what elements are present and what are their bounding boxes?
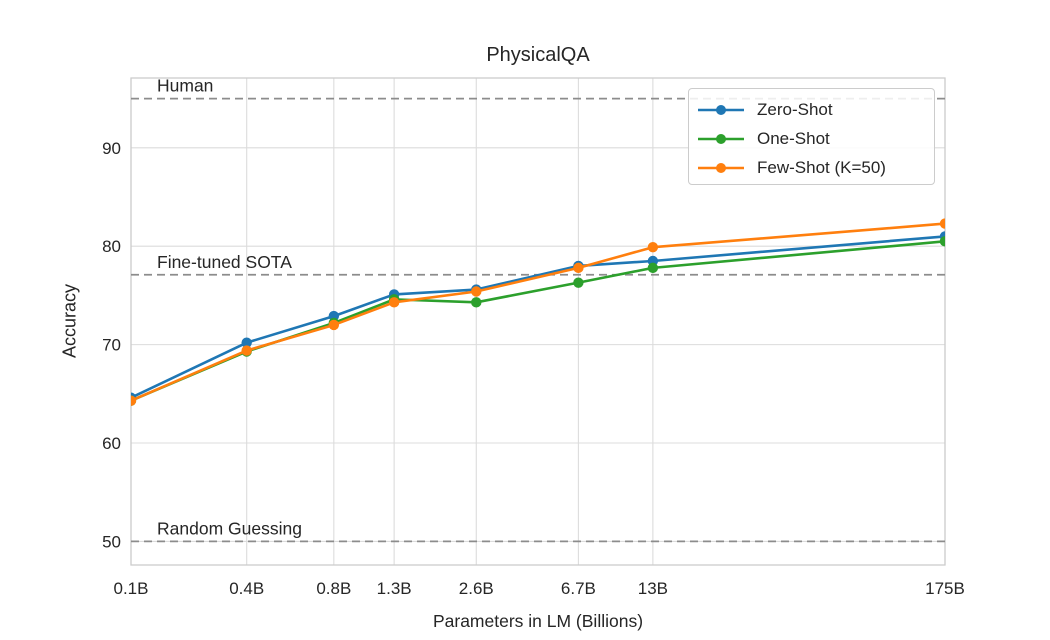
reference-label-random-guessing: Random Guessing [157,518,302,538]
x-tick-label: 0.1B [114,579,149,598]
data-point-one-shot [471,297,482,308]
data-point-few-shot-k-50 [939,218,945,229]
tick-labels: 0.1B 0.4B 0.8B 1.3B 2.6B 6.7B 13B 175B 50 60 70 80 9… [102,139,965,598]
legend-label-zero-shot: Zero-Shot [757,99,833,119]
data-point-one-shot [939,236,945,247]
y-tick-label: 70 [102,336,121,355]
plot-border [130,77,946,566]
legend: Zero-Shot One-Shot Few-Shot (K=50) [688,88,935,185]
x-tick-label: 175B [925,579,965,598]
legend-entry-one-shot: One-Shot [697,124,934,153]
data-point-few-shot-k-50 [573,262,584,274]
x-tick-label: 6.7B [561,579,596,598]
legend-entry-few-shot-k-50: Few-Shot (K=50) [697,153,934,182]
data-point-few-shot-k-50 [328,319,340,331]
x-tick-label: 13B [638,579,668,598]
x-tick-label: 1.3B [377,579,412,598]
x-tick-label: 0.4B [229,579,264,598]
series-line-zero-shot [131,235,945,400]
y-tick-label: 90 [102,139,121,158]
y-tick-label: 60 [102,434,121,453]
series-line-few-shot-k-50 [131,222,945,402]
data-point-few-shot-k-50 [388,297,400,308]
x-tick-label: 2.6B [459,579,494,598]
series-few-shot-k-50 [131,218,945,406]
y-tick-label: 80 [102,237,121,256]
x-tick-label: 0.8B [316,579,351,598]
legend-label-one-shot: One-Shot [757,128,830,148]
data-point-few-shot-k-50 [471,286,482,297]
reference-label-human: Human [157,76,213,96]
legend-swatch-few-shot-k-50 [698,162,744,173]
reference-lines: Human Fine-tuned SOTA Random Guessing [131,76,945,543]
data-point-few-shot-k-50 [647,242,659,253]
y-tick-label: 50 [102,532,121,551]
data-point-one-shot [647,262,659,274]
legend-label-few-shot-k-50: Few-Shot (K=50) [757,157,886,177]
y-axis-label: Accuracy [59,283,80,359]
series-group [131,218,945,406]
reference-label-fine-tuned-sota: Fine-tuned SOTA [157,252,292,272]
data-point-few-shot-k-50 [131,395,137,406]
chart-title: PhysicalQA [486,44,590,66]
data-point-few-shot-k-50 [241,345,252,356]
data-point-one-shot [573,277,584,288]
legend-swatch-zero-shot [698,104,744,115]
legend-entry-zero-shot: Zero-Shot [697,95,934,124]
legend-swatch-one-shot [698,133,744,144]
data-point-zero-shot [241,337,252,348]
x-axis-label: Parameters in LM (Billions) [432,611,644,631]
